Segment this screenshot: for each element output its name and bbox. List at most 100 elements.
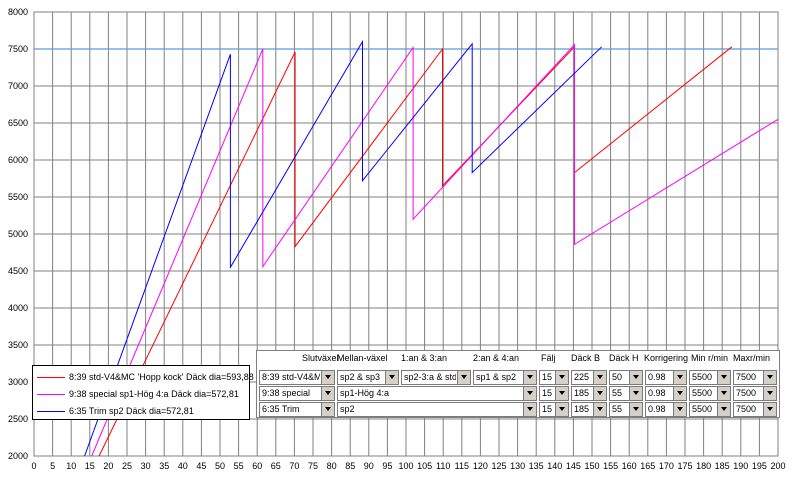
x-tick-label: 165 — [640, 461, 655, 471]
falj-value: 15 — [542, 372, 553, 382]
y-tick-label: 6000 — [8, 155, 28, 165]
x-tick-label: 160 — [622, 461, 637, 471]
chevron-down-icon[interactable] — [717, 387, 730, 400]
header-mellanvaxel: Mellan-växel — [337, 353, 388, 363]
chevron-down-icon[interactable] — [673, 403, 686, 416]
mellanvaxel-select[interactable]: sp2 & sp3 — [337, 370, 399, 385]
chevron-down-icon[interactable] — [763, 403, 776, 416]
min-rmin-select[interactable]: 5500 — [689, 370, 731, 385]
x-tick-label: 20 — [103, 461, 113, 471]
mellanvaxel-value: sp2 — [340, 404, 355, 414]
chevron-down-icon[interactable] — [321, 387, 334, 400]
chevron-down-icon[interactable] — [321, 403, 334, 416]
gear-2-4-select[interactable]: sp1 & sp2 — [473, 370, 537, 385]
chevron-down-icon[interactable] — [593, 371, 606, 384]
x-tick-label: 80 — [327, 461, 337, 471]
chevron-down-icon[interactable] — [717, 371, 730, 384]
falj-select[interactable]: 15 — [539, 386, 569, 401]
chevron-down-icon[interactable] — [717, 403, 730, 416]
korrigering-select[interactable]: 0.98 — [645, 386, 687, 401]
chevron-down-icon[interactable] — [321, 371, 334, 384]
x-tick-label: 110 — [436, 461, 450, 471]
x-tick-label: 90 — [364, 461, 374, 471]
x-tick-label: 130 — [510, 461, 525, 471]
gear-2-4-value: sp1 & sp2 — [476, 372, 517, 382]
chevron-down-icon[interactable] — [523, 371, 536, 384]
chevron-down-icon[interactable] — [593, 403, 606, 416]
x-tick-label: 45 — [196, 461, 206, 471]
y-tick-label: 4000 — [8, 303, 28, 313]
chevron-down-icon[interactable] — [763, 371, 776, 384]
header-dack-b: Däck B — [571, 353, 601, 363]
x-tick-label: 195 — [752, 461, 767, 471]
slutvaxel-select[interactable]: 9:38 special — [259, 386, 335, 401]
legend-item: 6:35 Trim sp2 Däck dia=572,81 — [37, 404, 194, 418]
dack-h-value: 55 — [612, 404, 623, 414]
chevron-down-icon[interactable] — [523, 403, 536, 416]
min-rmin-select[interactable]: 5500 — [689, 386, 731, 401]
x-tick-label: 180 — [696, 461, 711, 471]
chevron-down-icon[interactable] — [673, 387, 686, 400]
gear-1-3-select[interactable]: sp2-3:a & std — [401, 370, 471, 385]
slutvaxel-select[interactable]: 6:35 Trim — [259, 402, 335, 417]
chevron-down-icon[interactable] — [629, 403, 642, 416]
settings-panel: Slutväxel Mellan-växel 1:an & 3:an 2:an … — [256, 350, 780, 418]
chevron-down-icon[interactable] — [629, 387, 642, 400]
min-rmin-value: 5500 — [692, 388, 713, 398]
min-rmin-value: 5500 — [692, 404, 713, 414]
x-tick-label: 10 — [66, 461, 76, 471]
mellanvaxel-value: sp2 & sp3 — [340, 372, 381, 382]
falj-select[interactable]: 15 — [539, 370, 569, 385]
slutvaxel-select[interactable]: 8:39 std-V4&MC — [259, 370, 335, 385]
x-tick-label: 175 — [677, 461, 692, 471]
dack-b-select[interactable]: 185 — [571, 386, 607, 401]
header-min-rmin: Min r/min — [691, 353, 729, 363]
slutvaxel-value: 9:38 special — [262, 388, 311, 398]
chevron-down-icon[interactable] — [523, 387, 536, 400]
chevron-down-icon[interactable] — [457, 371, 470, 384]
max-rmin-select[interactable]: 7500 — [733, 402, 777, 417]
x-tick-label: 40 — [178, 461, 188, 471]
korrigering-select[interactable]: 0.98 — [645, 402, 687, 417]
x-tick-label: 155 — [603, 461, 618, 471]
korrigering-select[interactable]: 0.98 — [645, 370, 687, 385]
mellanvaxel-select[interactable]: sp1-Hög 4:a — [337, 386, 537, 401]
korrigering-value: 0.98 — [648, 388, 666, 398]
max-rmin-select[interactable]: 7500 — [733, 386, 777, 401]
chevron-down-icon[interactable] — [629, 371, 642, 384]
header-2an-4an: 2:an & 4:an — [473, 353, 520, 363]
y-tick-label: 2500 — [8, 414, 28, 424]
chevron-down-icon[interactable] — [555, 403, 568, 416]
dack-h-select[interactable]: 55 — [609, 402, 643, 417]
mellanvaxel-select[interactable]: sp2 — [337, 402, 537, 417]
header-slutvaxel: Slutväxel — [302, 353, 339, 363]
dack-b-select[interactable]: 185 — [571, 402, 607, 417]
x-tick-label: 170 — [659, 461, 674, 471]
x-tick-label: 150 — [584, 461, 599, 471]
min-rmin-select[interactable]: 5500 — [689, 402, 731, 417]
y-tick-label: 7000 — [8, 81, 28, 91]
chevron-down-icon[interactable] — [763, 387, 776, 400]
chevron-down-icon[interactable] — [385, 371, 398, 384]
series-line-1 — [91, 43, 779, 457]
dack-b-select[interactable]: 225 — [571, 370, 607, 385]
legend-item: 9:38 special sp1-Hög 4:a Däck dia=572,81 — [37, 387, 239, 401]
max-rmin-select[interactable]: 7500 — [733, 370, 777, 385]
x-tick-label: 105 — [417, 461, 432, 471]
chevron-down-icon[interactable] — [673, 371, 686, 384]
header-max-rmin: Maxr/min — [733, 353, 771, 363]
x-tick-label: 135 — [529, 461, 544, 471]
dack-b-value: 185 — [574, 388, 590, 398]
x-tick-label: 185 — [715, 461, 730, 471]
y-tick-label: 3000 — [8, 377, 28, 387]
dack-h-select[interactable]: 55 — [609, 386, 643, 401]
korrigering-value: 0.98 — [648, 404, 666, 414]
chevron-down-icon[interactable] — [593, 387, 606, 400]
dack-h-select[interactable]: 50 — [609, 370, 643, 385]
chevron-down-icon[interactable] — [555, 387, 568, 400]
falj-select[interactable]: 15 — [539, 402, 569, 417]
x-tick-label: 115 — [455, 461, 469, 471]
dack-h-value: 50 — [612, 372, 623, 382]
x-tick-label: 145 — [566, 461, 581, 471]
chevron-down-icon[interactable] — [555, 371, 568, 384]
